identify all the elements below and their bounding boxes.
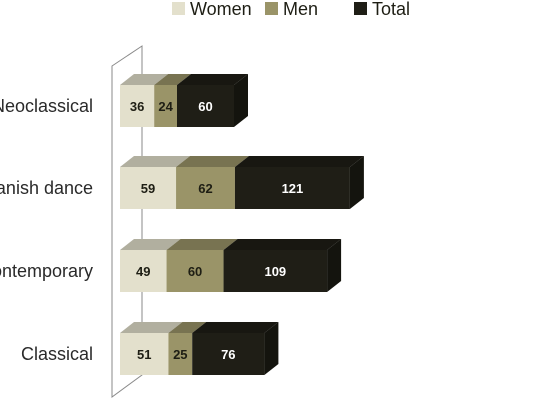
category-label-classical: Classical [21,344,93,364]
bar-neoclassical-men [154,74,191,127]
bar-top-spanish-dance-total [234,156,364,167]
bar-top-classical-men [168,322,207,333]
bars: 36 24 60 59 62 121 49 60 109 51 25 76 [120,74,364,375]
bar-contemporary-women [120,239,181,292]
legend-label-total: Total [372,0,410,19]
bar-front-classical-total [192,333,265,375]
bar-neoclassical-women [120,74,169,127]
bar-front-classical-men [168,333,193,375]
bar-spanish-dance-total [234,156,364,209]
value-label-neoclassical-men: 24 [158,99,173,114]
bar-front-spanish-dance-men [176,167,235,209]
bar-top-neoclassical-women [120,74,169,85]
value-label-neoclassical-women: 36 [130,99,144,114]
bar-spanish-dance-men [176,156,249,209]
bar-top-contemporary-women [120,239,181,250]
bar-classical-women [120,322,183,375]
value-label-contemporary-women: 49 [136,264,150,279]
legend-label-men: Men [283,0,318,19]
value-label-spanish-dance-women: 59 [141,181,155,196]
bar-side-spanish-dance-total [349,156,364,209]
value-label-spanish-dance-men: 62 [198,181,212,196]
category-labels: Neoclassical Spanish dance Contemporary Cla… [0,96,93,364]
legend-swatch-men [265,2,278,15]
bar-classical-total [192,322,279,375]
category-label-contemporary: Contemporary [0,261,93,281]
value-label-contemporary-men: 60 [188,264,202,279]
bar-front-contemporary-men [166,250,224,292]
legend-label-women: Women [190,0,252,19]
bar-classical-men [168,322,207,375]
bar-side-neoclassical-total [234,74,248,127]
bar-top-contemporary-total [223,239,342,250]
bar-top-neoclassical-total [177,74,248,85]
bar-front-neoclassical-total [177,85,234,127]
bar-contemporary-men [166,239,238,292]
bar-front-neoclassical-women [120,85,155,127]
bar-top-contemporary-men [166,239,238,250]
category-label-neoclassical: Neoclassical [0,96,93,116]
bar-top-spanish-dance-women [120,156,191,167]
bar-front-neoclassical-men [154,85,177,127]
value-label-neoclassical-total: 60 [198,99,212,114]
bar-front-classical-women [120,333,169,375]
bar-front-spanish-dance-total [234,167,350,209]
bar-front-spanish-dance-women [120,167,177,209]
bar-neoclassical-total [177,74,248,127]
bar-top-neoclassical-men [154,74,191,85]
bar-top-spanish-dance-men [176,156,249,167]
legend-swatch-women [172,2,185,15]
bar-spanish-dance-women [120,156,191,209]
value-label-classical-men: 25 [173,347,187,362]
value-label-spanish-dance-total: 121 [282,181,304,196]
category-label-spanish-dance: Spanish dance [0,178,93,198]
legend-swatch-total [354,2,367,15]
bar-side-classical-total [264,322,279,375]
bar-front-contemporary-total [223,250,328,292]
value-label-classical-total: 76 [221,347,235,362]
bar-front-contemporary-women [120,250,167,292]
bar-top-classical-total [192,322,279,333]
bar-contemporary-total [223,239,342,292]
value-label-classical-women: 51 [137,347,151,362]
bar-top-classical-women [120,322,183,333]
value-label-contemporary-total: 109 [264,264,286,279]
legend: Women Men Total [172,0,410,19]
bar-side-contemporary-total [327,239,342,292]
